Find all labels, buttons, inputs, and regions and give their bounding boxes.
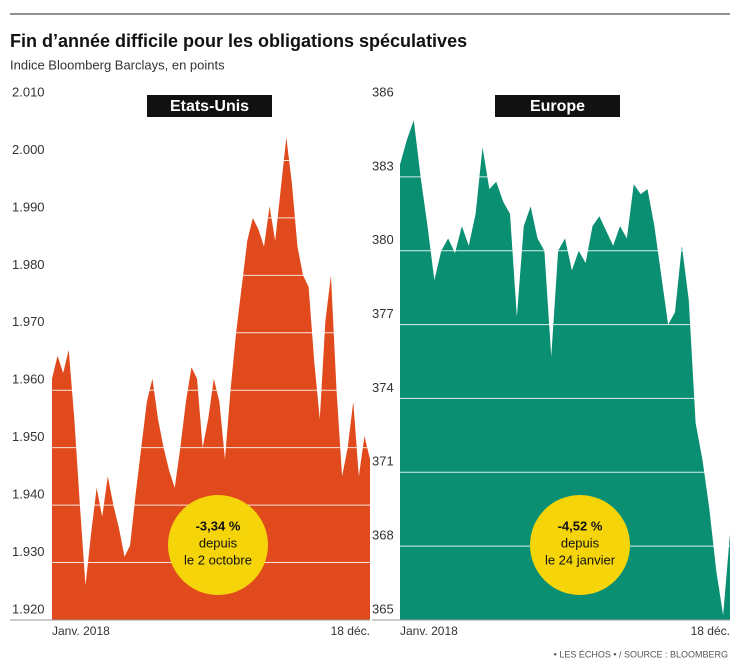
annotation-text: depuis: [199, 535, 238, 550]
y-tick-label: 1.960: [12, 372, 45, 387]
y-tick-label: 1.940: [12, 487, 45, 502]
annotation-text: le 2 octobre: [184, 552, 252, 567]
annotation-text: -4,52 %: [558, 518, 603, 533]
page-subtitle: Indice Bloomberg Barclays, en points: [10, 57, 225, 72]
annotation-text: -3,34 %: [196, 518, 241, 533]
y-tick-label: 383: [372, 158, 394, 173]
chart-title: Etats-Unis: [170, 98, 249, 115]
x-tick-label: Janv. 2018: [52, 624, 110, 638]
y-tick-label: 2.010: [12, 84, 45, 99]
y-tick-label: 386: [372, 84, 394, 99]
y-tick-label: 1.970: [12, 314, 45, 329]
annotation-text: depuis: [561, 535, 600, 550]
annotation-text: le 24 janvier: [545, 552, 616, 567]
source: • LES ÉCHOS • / SOURCE : BLOOMBERG: [554, 649, 728, 659]
annotation-bubble: [530, 495, 630, 595]
area: [52, 137, 370, 620]
y-tick-label: 1.990: [12, 199, 45, 214]
chart-title-box: [495, 95, 620, 117]
y-tick-label: 371: [372, 454, 394, 469]
y-tick-label: 1.920: [12, 601, 45, 616]
page-title: Fin d’année difficile pour les obligatio…: [10, 31, 467, 51]
y-tick-label: 380: [372, 232, 394, 247]
y-tick-label: 2.000: [12, 142, 45, 157]
y-tick-label: 1.980: [12, 257, 45, 272]
area: [400, 120, 730, 620]
y-tick-label: 374: [372, 380, 394, 395]
y-tick-label: 377: [372, 306, 394, 321]
annotation-bubble: [168, 495, 268, 595]
chart-title: Europe: [530, 98, 585, 115]
y-tick-label: 1.950: [12, 429, 45, 444]
chart-title-box: [147, 95, 272, 117]
y-tick-label: 1.930: [12, 544, 45, 559]
x-tick-label: 18 déc.: [331, 624, 370, 638]
x-tick-label: 18 déc.: [691, 624, 730, 638]
y-tick-label: 368: [372, 528, 394, 543]
x-tick-label: Janv. 2018: [400, 624, 458, 638]
y-tick-label: 365: [372, 601, 394, 616]
